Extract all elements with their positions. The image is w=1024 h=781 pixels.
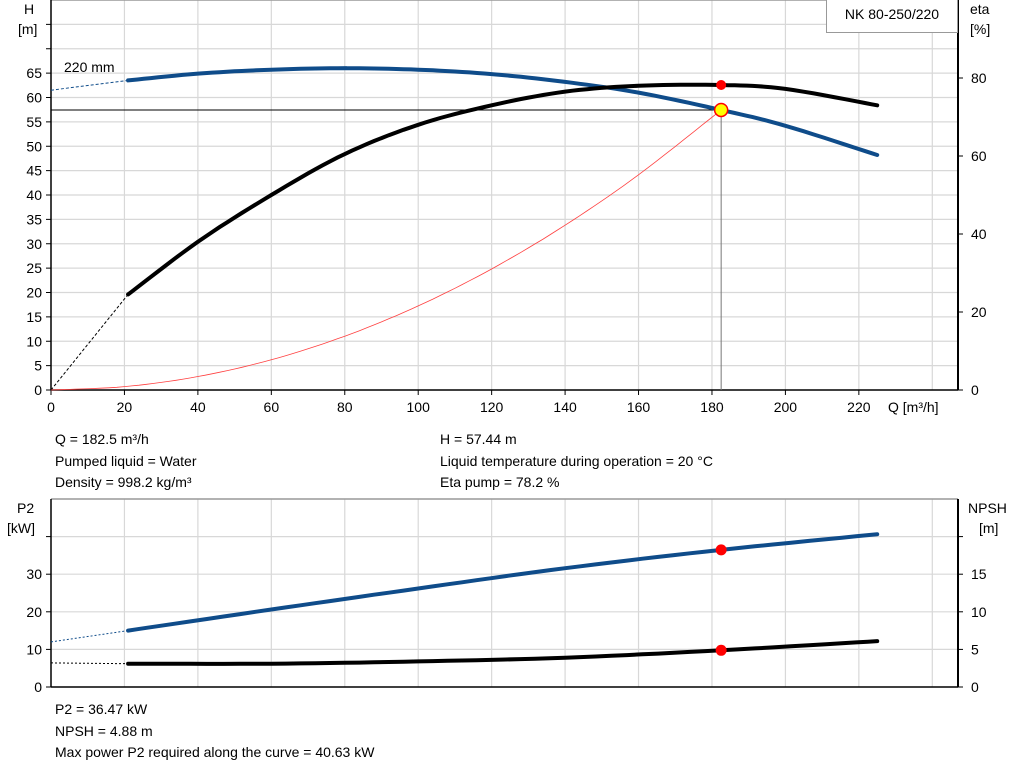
q-axis-title: Q [m³/h] <box>888 399 939 415</box>
qh-chart-left-tick-label: 0 <box>34 382 42 398</box>
p2-value: P2 = 36.47 kW <box>55 701 148 717</box>
p2-extrapolated-line <box>50 630 129 643</box>
qh-chart-left-tick-label: 10 <box>26 333 42 349</box>
qh-chart-x-tick-label: 80 <box>337 399 353 415</box>
power-npsh-chart-right-tick-label: 5 <box>971 641 979 657</box>
eta-axis-unit: [%] <box>970 21 991 37</box>
h-curve <box>126 66 880 157</box>
h-extrapolated-line <box>50 79 129 91</box>
npsh-axis-title: NPSH <box>968 500 1007 516</box>
info-top-right: H = 57.44 m Liquid temperature during op… <box>440 429 713 494</box>
qh-chart-x-tick-label: 140 <box>553 399 577 415</box>
power-npsh-chart-left-tick-label: 30 <box>26 566 42 582</box>
head-value: H = 57.44 m <box>440 431 517 447</box>
qh-chart-left-tick-label: 55 <box>26 114 42 130</box>
qh-chart-x-tick-label: 220 <box>847 399 871 415</box>
qh-chart-left-tick-label: 65 <box>26 65 42 81</box>
power-npsh-chart-right-tick-label: 0 <box>971 679 979 695</box>
npsh-operating-point <box>715 644 727 656</box>
qh-chart-right-tick-label: 20 <box>971 304 987 320</box>
eta-axis-title: eta <box>970 1 990 17</box>
eta-curve <box>126 82 880 297</box>
npsh-curve <box>126 639 880 666</box>
qh-chart-right-tick-label: 40 <box>971 226 987 242</box>
density-value: Density = 998.2 kg/m³ <box>55 474 192 490</box>
power-npsh-chart-right-tick-label: 15 <box>971 566 987 582</box>
npsh-extrapolated-line <box>50 662 129 665</box>
eta-pump-value: Eta pump = 78.2 % <box>440 474 560 490</box>
info-top-left: Q = 182.5 m³/h Pumped liquid = Water Den… <box>55 429 197 494</box>
qh-chart-x-tick-label: 20 <box>117 399 133 415</box>
p2-axis-unit: [kW] <box>7 520 35 536</box>
power-npsh-chart-left-tick-label: 10 <box>26 641 42 657</box>
qh-chart-x-tick-label: 160 <box>627 399 651 415</box>
qh-chart-right-tick-label: 60 <box>971 148 987 164</box>
p2-curve <box>126 532 880 633</box>
system-curve <box>50 109 722 391</box>
duty-point-marker <box>713 102 729 118</box>
qh-chart-x-tick-label: 120 <box>480 399 504 415</box>
qh-chart-left-tick-label: 20 <box>26 285 42 301</box>
power-npsh-chart-right-tick-label: 10 <box>971 604 987 620</box>
qh-chart-left-tick-label: 15 <box>26 309 42 325</box>
npsh-value: NPSH = 4.88 m <box>55 722 153 739</box>
qh-chart-x-tick-label: 40 <box>190 399 206 415</box>
impeller-diameter-label: 220 mm <box>64 59 115 75</box>
qh-chart-x-tick-label: 200 <box>774 399 798 415</box>
eta-extrapolated-line <box>50 294 129 391</box>
qh-chart-left-tick-label: 25 <box>26 260 42 276</box>
pumped-liquid: Pumped liquid = Water <box>55 452 197 469</box>
p2-axis-title: P2 <box>17 500 35 516</box>
h-axis-title: H <box>24 1 35 17</box>
qh-chart-left-tick-label: 60 <box>26 90 42 106</box>
qh-chart-x-tick-label: 180 <box>700 399 724 415</box>
liquid-temperature: Liquid temperature during operation = 20… <box>440 452 713 469</box>
h-axis-unit: [m] <box>18 21 38 37</box>
eta-operating-point <box>716 80 727 91</box>
qh-chart-left-tick-label: 30 <box>26 236 42 252</box>
npsh-axis-unit: [m] <box>979 520 999 536</box>
info-bottom: P2 = 36.47 kW NPSH = 4.88 m Max power P2… <box>55 699 374 764</box>
qh-chart-right-tick-label: 80 <box>971 70 987 86</box>
flow-value: Q = 182.5 m³/h <box>55 431 149 447</box>
qh-chart-x-tick-label: 0 <box>47 399 55 415</box>
power-npsh-chart-left-tick-label: 20 <box>26 604 42 620</box>
max-power-value: Max power P2 required along the curve = … <box>55 744 375 760</box>
p2-operating-point <box>715 544 727 556</box>
qh-chart-left-tick-label: 5 <box>34 358 42 374</box>
qh-chart-right-tick-label: 0 <box>971 382 979 398</box>
qh-chart-left-tick-label: 45 <box>26 163 42 179</box>
power-npsh-chart-left-tick-label: 0 <box>34 679 42 695</box>
qh-chart-left-tick-label: 35 <box>26 211 42 227</box>
qh-chart-left-tick-label: 50 <box>26 138 42 154</box>
qh-chart-left-tick-label: 40 <box>26 187 42 203</box>
pump-model-label: NK 80-250/220 <box>826 0 958 33</box>
qh-chart-x-tick-label: 100 <box>407 399 431 415</box>
qh-chart-x-tick-label: 60 <box>264 399 280 415</box>
